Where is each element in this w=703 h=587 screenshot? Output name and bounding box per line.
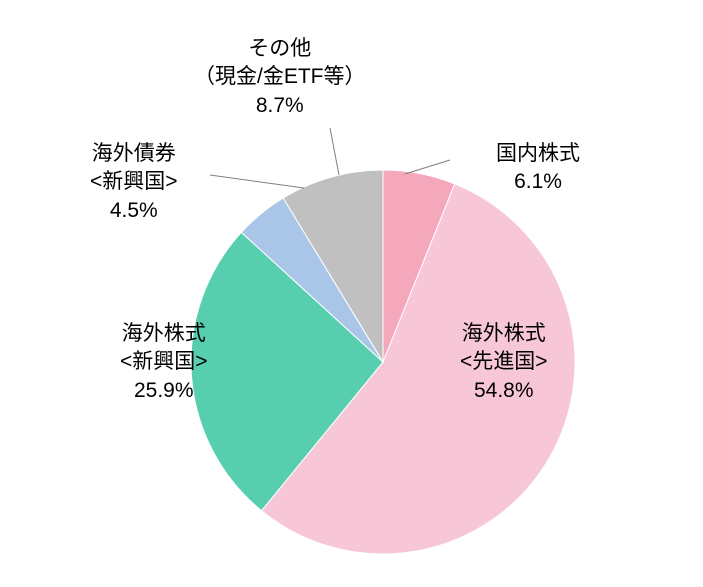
slice-label-foreign_equity_em: 海外株式 <新興国> 25.9% bbox=[120, 320, 208, 405]
leader-line-other bbox=[330, 128, 339, 175]
slice-label-foreign_bond_em: 海外債券 <新興国> 4.5% bbox=[90, 140, 178, 225]
slice-label-foreign_equity_dm: 海外株式 <先進国> 54.8% bbox=[460, 320, 548, 405]
slice-label-other: その他 （現金/金ETF等） 8.7% bbox=[194, 35, 366, 120]
pie-chart-container: 国内株式 6.1% 海外株式 <先進国> 54.8% 海外株式 <新興国> 25.9… bbox=[0, 0, 703, 587]
slice-label-domestic_equity: 国内株式 6.1% bbox=[496, 140, 580, 197]
leader-line-foreign_bond_em bbox=[210, 175, 304, 188]
leader-line-domestic_equity bbox=[405, 160, 450, 174]
